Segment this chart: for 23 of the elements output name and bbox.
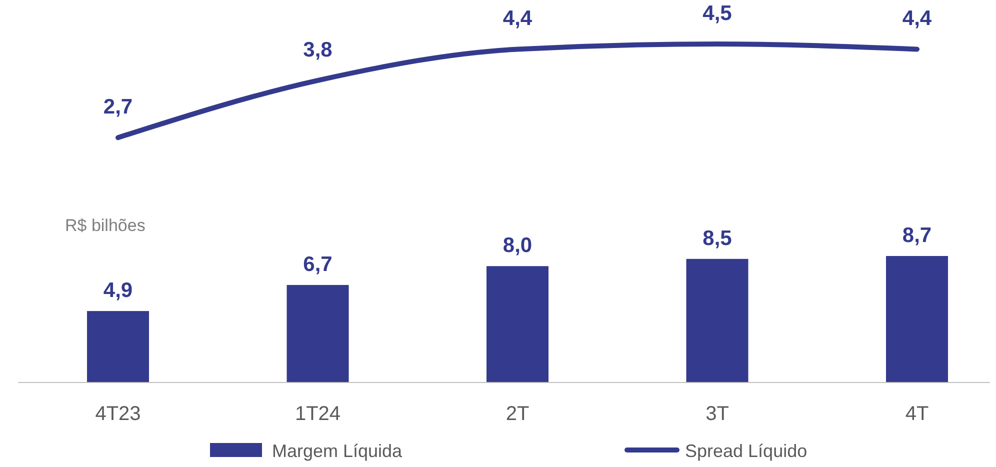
data-label: 8,5 <box>702 226 732 250</box>
data-label: 8,7 <box>902 224 932 247</box>
data-label: 4,9 <box>103 279 133 302</box>
data-label: 2,7 <box>103 96 133 119</box>
data-label: 6,7 <box>303 252 332 276</box>
data-label: 4,4 <box>502 7 532 30</box>
data-label: 3,8 <box>303 38 333 62</box>
data-label: 4,5 <box>702 2 732 25</box>
y-axis-title: R$ bilhões <box>65 216 146 235</box>
data-label: 4,4 <box>902 7 932 30</box>
x-tick-label: 2T <box>506 403 530 425</box>
data-label: 8,0 <box>502 234 532 258</box>
x-tick-label: 4T23 <box>95 403 141 425</box>
x-tick-label: 4T <box>905 403 929 425</box>
bar <box>886 256 948 382</box>
bar <box>486 266 548 382</box>
bar <box>286 284 349 382</box>
legend-label: Spread Líquido <box>685 441 808 461</box>
bar <box>87 311 149 382</box>
x-tick-label: 3T <box>706 403 729 425</box>
x-tick-label: 1T24 <box>294 403 341 425</box>
bar <box>686 258 748 382</box>
legend-label: Margem Líquida <box>272 441 404 461</box>
